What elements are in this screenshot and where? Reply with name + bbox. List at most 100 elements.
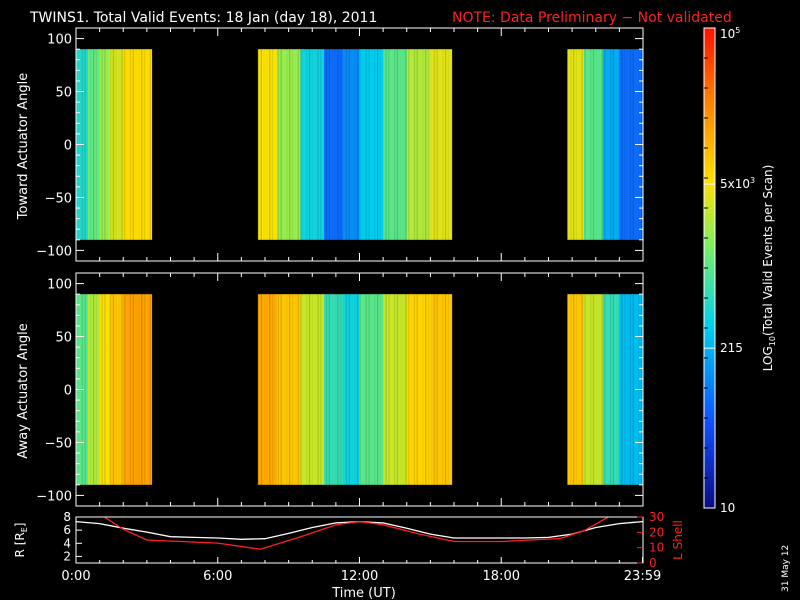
heatmap-texture [129,49,132,240]
top-ylabel: Toward Actuator Angle [16,73,31,220]
heatmap-texture [363,294,364,485]
heatmap-texture [141,294,143,485]
heatmap-texture [119,294,120,485]
heatmap-texture [428,49,430,240]
heatmap-texture [618,294,620,485]
plot-background [76,517,643,563]
heatmap-texture [337,49,339,240]
heatmap-texture [115,49,117,240]
heatmap-texture [604,294,606,485]
heatmap-texture [621,294,623,485]
heatmap-texture [629,49,631,240]
heatmap-texture [359,294,362,485]
heatmap-texture [340,294,342,485]
heatmap-texture [616,294,617,485]
heatmap-texture [124,49,126,240]
heatmap-texture [300,294,302,485]
heatmap-texture [365,294,367,485]
heatmap-texture [400,49,401,240]
heatmap-texture [357,49,359,240]
y-tick-label: −100 [36,244,72,259]
heatmap-texture [136,294,137,485]
heatmap-band [567,294,585,485]
heatmap-band [276,294,301,485]
heatmap-texture [328,49,330,240]
y-tick-label: 0 [64,139,72,154]
right-y-tick-label: 10 [649,541,664,555]
heatmap-texture [599,49,600,240]
heatmap-texture [405,294,407,485]
x-tick-label: 12:00 [341,569,378,584]
x-tick-label: 23:59 [624,569,661,584]
preliminary-note: NOTE: Data Preliminary − Not validated [452,10,732,26]
heatmap-texture [149,49,151,240]
colorbar-ticks: 105 5x103 215 10 [704,26,755,515]
heatmap-texture [379,294,382,485]
heatmap-band [257,294,278,485]
heatmap-texture [84,294,86,485]
heatmap-texture [592,49,595,240]
heatmap-texture [315,294,316,485]
heatmap-texture [320,49,322,240]
heatmap-texture [272,49,274,240]
heatmap-texture [383,49,384,240]
heatmap-texture [334,294,336,485]
heatmap-texture [618,49,620,240]
y-tick-label: −50 [45,436,72,451]
heatmap-texture [420,49,421,240]
heatmap-texture [616,49,617,240]
heatmap-texture [567,294,568,485]
heatmap-texture [112,294,115,485]
heatmap-texture [442,294,444,485]
heatmap-texture [413,294,416,485]
heatmap-texture [601,49,603,240]
heatmap-texture [136,49,137,240]
heatmap-band [300,294,325,485]
heatmap-band [342,294,360,485]
heatmap-texture [260,294,262,485]
heatmap-texture [442,49,444,240]
heatmap-texture [371,49,372,240]
colorbar-tick-label: 105 [720,26,740,41]
heatmap-texture [612,294,614,485]
heatmap-texture [363,49,364,240]
heatmap-texture [297,294,299,485]
heatmap-texture [371,294,372,485]
heatmap-texture [624,49,626,240]
heatmap-texture [445,49,447,240]
heatmap-texture [425,294,427,485]
heatmap-texture [451,49,452,240]
heatmap-texture [351,49,352,240]
y-tick-label: 50 [55,86,72,101]
heatmap-texture [422,49,424,240]
heatmap-texture [115,294,117,485]
heatmap-texture [266,294,268,485]
heatmap-band [109,294,124,485]
heatmap-texture [291,294,294,485]
heatmap-texture [590,49,592,240]
heatmap-band [87,49,101,240]
heatmap-texture [581,49,583,240]
heatmap-texture [575,49,578,240]
heatmap-texture [408,49,410,240]
heatmap-texture [345,294,347,485]
heatmap-texture [420,294,421,485]
heatmap-texture [385,294,387,485]
heatmap-texture [393,294,396,485]
heatmap-texture [621,49,623,240]
heatmap-texture [317,294,319,485]
heatmap-texture [272,294,274,485]
heatmap-texture [627,294,628,485]
heatmap-texture [595,294,597,485]
heatmap-band [276,49,301,240]
heatmap-texture [90,294,92,485]
heatmap-texture [570,294,572,485]
heatmap-texture [280,294,282,485]
heatmap-texture [300,49,302,240]
heatmap-texture [590,294,592,485]
bottom-right-ylabel: L Shell [671,520,685,560]
heatmap-band [109,49,124,240]
heatmap-texture [445,294,447,485]
heatmap-texture [325,49,328,240]
heatmap-band [99,294,110,485]
